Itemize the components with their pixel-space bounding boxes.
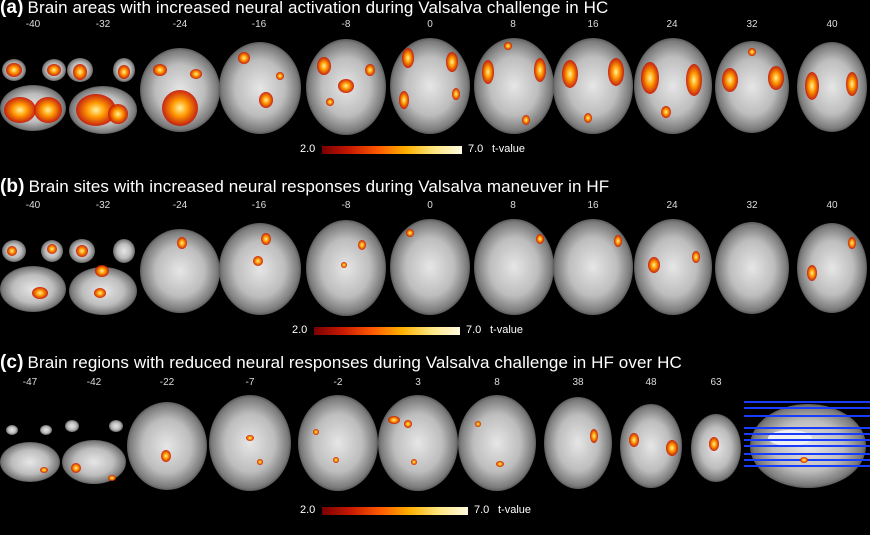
brain-slice bbox=[378, 395, 458, 491]
brain-slice bbox=[140, 229, 220, 313]
brain-slice bbox=[553, 38, 633, 134]
colorbar-min: 2.0 bbox=[292, 324, 308, 336]
panel-c-colorbar: 2.0 7.0 t-value bbox=[300, 504, 540, 519]
panel-a-title-text: Brain areas with increased neural activa… bbox=[27, 0, 609, 17]
panel-b-title: (b) Brain sites with increased neural res… bbox=[0, 176, 609, 198]
colorbar-gradient bbox=[322, 507, 468, 515]
brain-slice bbox=[715, 222, 789, 314]
brain-slice bbox=[69, 239, 137, 315]
slice-label: -16 bbox=[251, 19, 267, 30]
brain-slice bbox=[691, 414, 741, 482]
slice-label: 0 bbox=[427, 200, 433, 211]
brain-slice bbox=[219, 223, 301, 315]
brain-slice bbox=[474, 38, 554, 134]
panel-c-title-text: Brain regions with reduced neural respon… bbox=[27, 353, 682, 372]
panel-b-title-text: Brain sites with increased neural respon… bbox=[28, 177, 610, 196]
panel-c-brain-slices bbox=[0, 395, 870, 491]
brain-slice bbox=[0, 240, 66, 312]
slice-label: -8 bbox=[341, 200, 351, 211]
slice-label: -24 bbox=[172, 19, 188, 30]
slice-label: 24 bbox=[666, 200, 678, 211]
brain-slice bbox=[127, 402, 207, 490]
brain-slice bbox=[458, 395, 536, 491]
brain-slice bbox=[797, 42, 867, 132]
slice-label: -8 bbox=[341, 19, 351, 30]
brain-slice bbox=[474, 219, 554, 315]
slice-label: -32 bbox=[95, 200, 111, 211]
slice-label: 16 bbox=[587, 19, 599, 30]
panel-b-slice-labels: -40 -32 -24 -16 -8 0 8 16 24 32 40 bbox=[0, 200, 870, 214]
brain-slice bbox=[306, 39, 386, 135]
colorbar-max: 7.0 bbox=[474, 504, 490, 516]
panel-c-slice-labels: -47 -42 -22 -7 -2 3 8 38 48 63 bbox=[0, 377, 870, 391]
colorbar-unit: t-value bbox=[490, 324, 524, 336]
brain-slice bbox=[390, 219, 470, 315]
panel-c: (c) Brain regions with reduced neural res… bbox=[0, 346, 870, 535]
slice-label: 3 bbox=[415, 377, 421, 388]
panel-a: (a) Brain areas with increased neural act… bbox=[0, 0, 870, 175]
brain-slice bbox=[715, 41, 789, 133]
slice-label: -40 bbox=[25, 200, 41, 211]
brain-slice bbox=[62, 420, 126, 484]
colorbar-min: 2.0 bbox=[300, 504, 316, 516]
brain-slice bbox=[544, 397, 612, 489]
colorbar-max: 7.0 bbox=[466, 324, 482, 336]
brain-slice bbox=[209, 395, 291, 491]
panel-c-title: (c) Brain regions with reduced neural res… bbox=[0, 352, 682, 374]
slice-label: -7 bbox=[245, 377, 255, 388]
brain-slice bbox=[306, 220, 386, 316]
brain-slice bbox=[797, 223, 867, 313]
brain-slice bbox=[298, 395, 378, 491]
colorbar-gradient bbox=[322, 146, 462, 154]
slice-label: -32 bbox=[95, 19, 111, 30]
slice-label: 8 bbox=[510, 19, 516, 30]
slice-label: -24 bbox=[172, 200, 188, 211]
panel-b-letter: (b) bbox=[0, 176, 25, 197]
brain-slice bbox=[219, 42, 301, 134]
slice-label: -47 bbox=[22, 377, 38, 388]
brain-slice bbox=[634, 38, 712, 134]
slice-label: 16 bbox=[587, 200, 599, 211]
slice-label: -22 bbox=[159, 377, 175, 388]
panel-a-letter: (a) bbox=[0, 0, 24, 18]
brain-slice bbox=[634, 219, 712, 315]
slice-label: 63 bbox=[710, 377, 722, 388]
brain-slice bbox=[0, 59, 66, 131]
panel-a-brain-slices bbox=[0, 38, 867, 135]
slice-label: -40 bbox=[25, 19, 41, 30]
slice-label: 40 bbox=[826, 19, 838, 30]
panel-a-slice-labels: -40 -32 -24 -16 -8 0 8 16 24 32 40 bbox=[0, 19, 870, 33]
slice-label: -42 bbox=[86, 377, 102, 388]
slice-label: 0 bbox=[427, 19, 433, 30]
slice-label: 24 bbox=[666, 19, 678, 30]
sagittal-reference bbox=[744, 401, 870, 488]
brain-slice bbox=[620, 404, 682, 488]
panel-a-colorbar: 2.0 7.0 t-value bbox=[300, 143, 530, 158]
slice-label: 8 bbox=[494, 377, 500, 388]
slice-label: 40 bbox=[826, 200, 838, 211]
slice-label: 32 bbox=[746, 200, 758, 211]
colorbar-unit: t-value bbox=[498, 504, 532, 516]
colorbar-min: 2.0 bbox=[300, 143, 316, 155]
brain-slice bbox=[553, 219, 633, 315]
panel-b: (b) Brain sites with increased neural res… bbox=[0, 170, 870, 345]
brain-slice bbox=[390, 38, 470, 134]
slice-label: 8 bbox=[510, 200, 516, 211]
panel-b-brain-slices bbox=[0, 219, 867, 316]
slice-label: -16 bbox=[251, 200, 267, 211]
brain-slice bbox=[67, 58, 137, 134]
panel-b-colorbar: 2.0 7.0 t-value bbox=[292, 324, 532, 339]
slice-label: 32 bbox=[746, 19, 758, 30]
brain-slice bbox=[0, 425, 60, 482]
colorbar-gradient bbox=[314, 327, 460, 335]
panel-a-title: (a) Brain areas with increased neural act… bbox=[0, 0, 608, 19]
colorbar-max: 7.0 bbox=[468, 143, 484, 155]
slice-label: 38 bbox=[572, 377, 584, 388]
colorbar-unit: t-value bbox=[492, 143, 526, 155]
panel-c-letter: (c) bbox=[0, 352, 24, 373]
slice-label: -2 bbox=[333, 377, 343, 388]
brain-slice bbox=[140, 48, 220, 132]
slice-label: 48 bbox=[645, 377, 657, 388]
